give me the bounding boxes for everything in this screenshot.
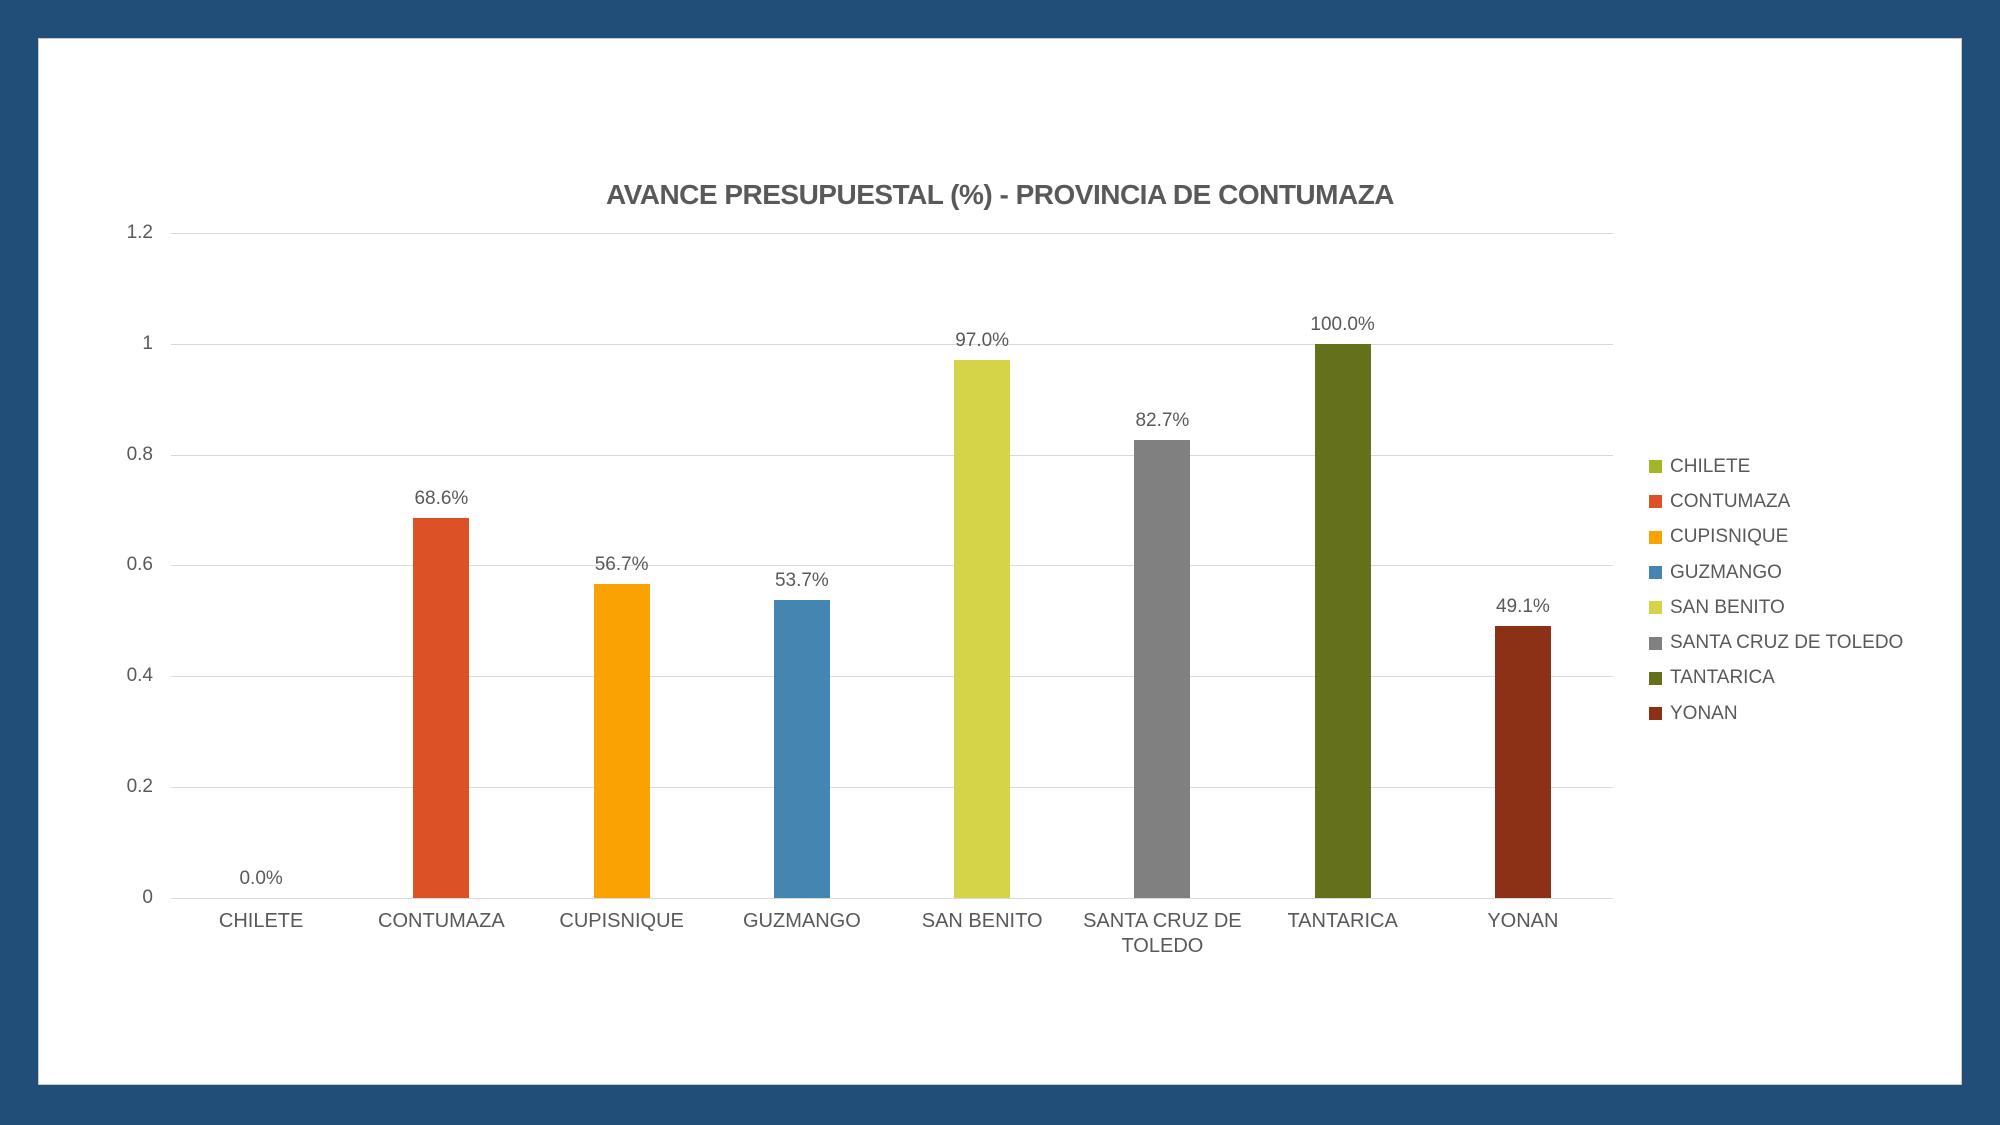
x-axis-category-label: SANTA CRUZ DE TOLEDO (1083, 910, 1242, 957)
bar-value-label: 82.7% (1135, 410, 1190, 431)
legend-item: CONTUMAZA (1649, 484, 1903, 519)
gridline (171, 343, 1613, 345)
legend-item-label: CONTUMAZA (1670, 490, 1791, 512)
y-axis-tick-label: 1 (142, 332, 153, 354)
x-axis-category-label: CUPISNIQUE (559, 910, 684, 932)
legend-item-label: SANTA CRUZ DE TOLEDO (1670, 632, 1904, 654)
x-axis-category-label: GUZMANGO (742, 910, 861, 932)
legend-swatch-icon (1649, 495, 1662, 509)
bar-value-label: 68.6% (414, 488, 469, 509)
y-axis-tick-label: 0.2 (126, 776, 153, 798)
legend-item: CUPISNIQUE (1649, 520, 1903, 555)
bar-value-label: 97.0% (955, 330, 1010, 351)
legend-swatch-icon (1649, 671, 1662, 685)
legend-item-label: TANTARICA (1670, 667, 1775, 689)
y-axis-tick-label: 0 (142, 887, 153, 908)
y-axis-tick-label: 0.8 (126, 443, 153, 465)
legend-item-label: CUPISNIQUE (1670, 526, 1789, 548)
chart-title: AVANCE PRESUPUESTAL (%) - PROVINCIA DE C… (605, 179, 1395, 210)
x-axis-category-label: TANTARICA (1287, 910, 1398, 932)
x-axis-category-label: CHILETE (218, 910, 304, 932)
legend-item: YONAN (1649, 696, 1903, 731)
legend-swatch-icon (1649, 601, 1662, 615)
x-axis-category-label: SAN BENITO (921, 910, 1043, 932)
bar-contumaza (413, 518, 470, 898)
gridline (171, 787, 1613, 789)
y-axis-tick-label: 0.6 (126, 554, 153, 576)
gridline (171, 898, 1613, 899)
bar-san-benito (954, 360, 1011, 898)
legend-item: SANTA CRUZ DE TOLEDO (1649, 625, 1903, 660)
bar-cupisnique (593, 584, 650, 898)
chart-panel: AVANCE PRESUPUESTAL (%) - PROVINCIA DE C… (38, 38, 1962, 1085)
gridline (171, 565, 1613, 567)
legend-item: GUZMANGO (1649, 555, 1903, 590)
gridline (171, 454, 1613, 456)
legend-swatch-icon (1649, 530, 1662, 544)
y-axis-tick-label: 1.2 (126, 221, 153, 243)
legend-item: SAN BENITO (1649, 590, 1903, 625)
bar-tantarica (1314, 344, 1371, 898)
y-axis-tick-label: 0.4 (126, 665, 153, 687)
legend: CHILETE CONTUMAZA CUPISNIQUE GUZMANGO SAN BE… (1649, 449, 1903, 731)
gridline (171, 676, 1613, 678)
bar-value-label: 56.7% (594, 554, 649, 575)
legend-swatch-icon (1649, 460, 1662, 474)
bar-value-label: 100.0% (1310, 314, 1375, 335)
legend-swatch-icon (1649, 707, 1662, 721)
legend-item-label: SAN BENITO (1670, 596, 1785, 618)
legend-item: TANTARICA (1649, 661, 1903, 696)
bar-value-label: 49.1% (1495, 596, 1550, 617)
legend-item-label: GUZMANGO (1670, 561, 1782, 583)
bar-value-label: 53.7% (774, 570, 829, 591)
legend-item: CHILETE (1649, 449, 1903, 484)
bar-value-label: 0.0% (239, 868, 283, 889)
x-axis-category-label: CONTUMAZA (378, 910, 505, 932)
legend-swatch-icon (1649, 636, 1662, 650)
bar-santa-cruz-de-toledo (1134, 440, 1191, 898)
bar-yonan (1494, 626, 1551, 898)
legend-item-label: CHILETE (1670, 455, 1751, 477)
x-axis-category-label: YONAN (1487, 910, 1559, 932)
legend-swatch-icon (1649, 566, 1662, 580)
legend-item-label: YONAN (1670, 702, 1738, 724)
bar-guzmango (773, 600, 830, 898)
gridline (171, 232, 1613, 234)
